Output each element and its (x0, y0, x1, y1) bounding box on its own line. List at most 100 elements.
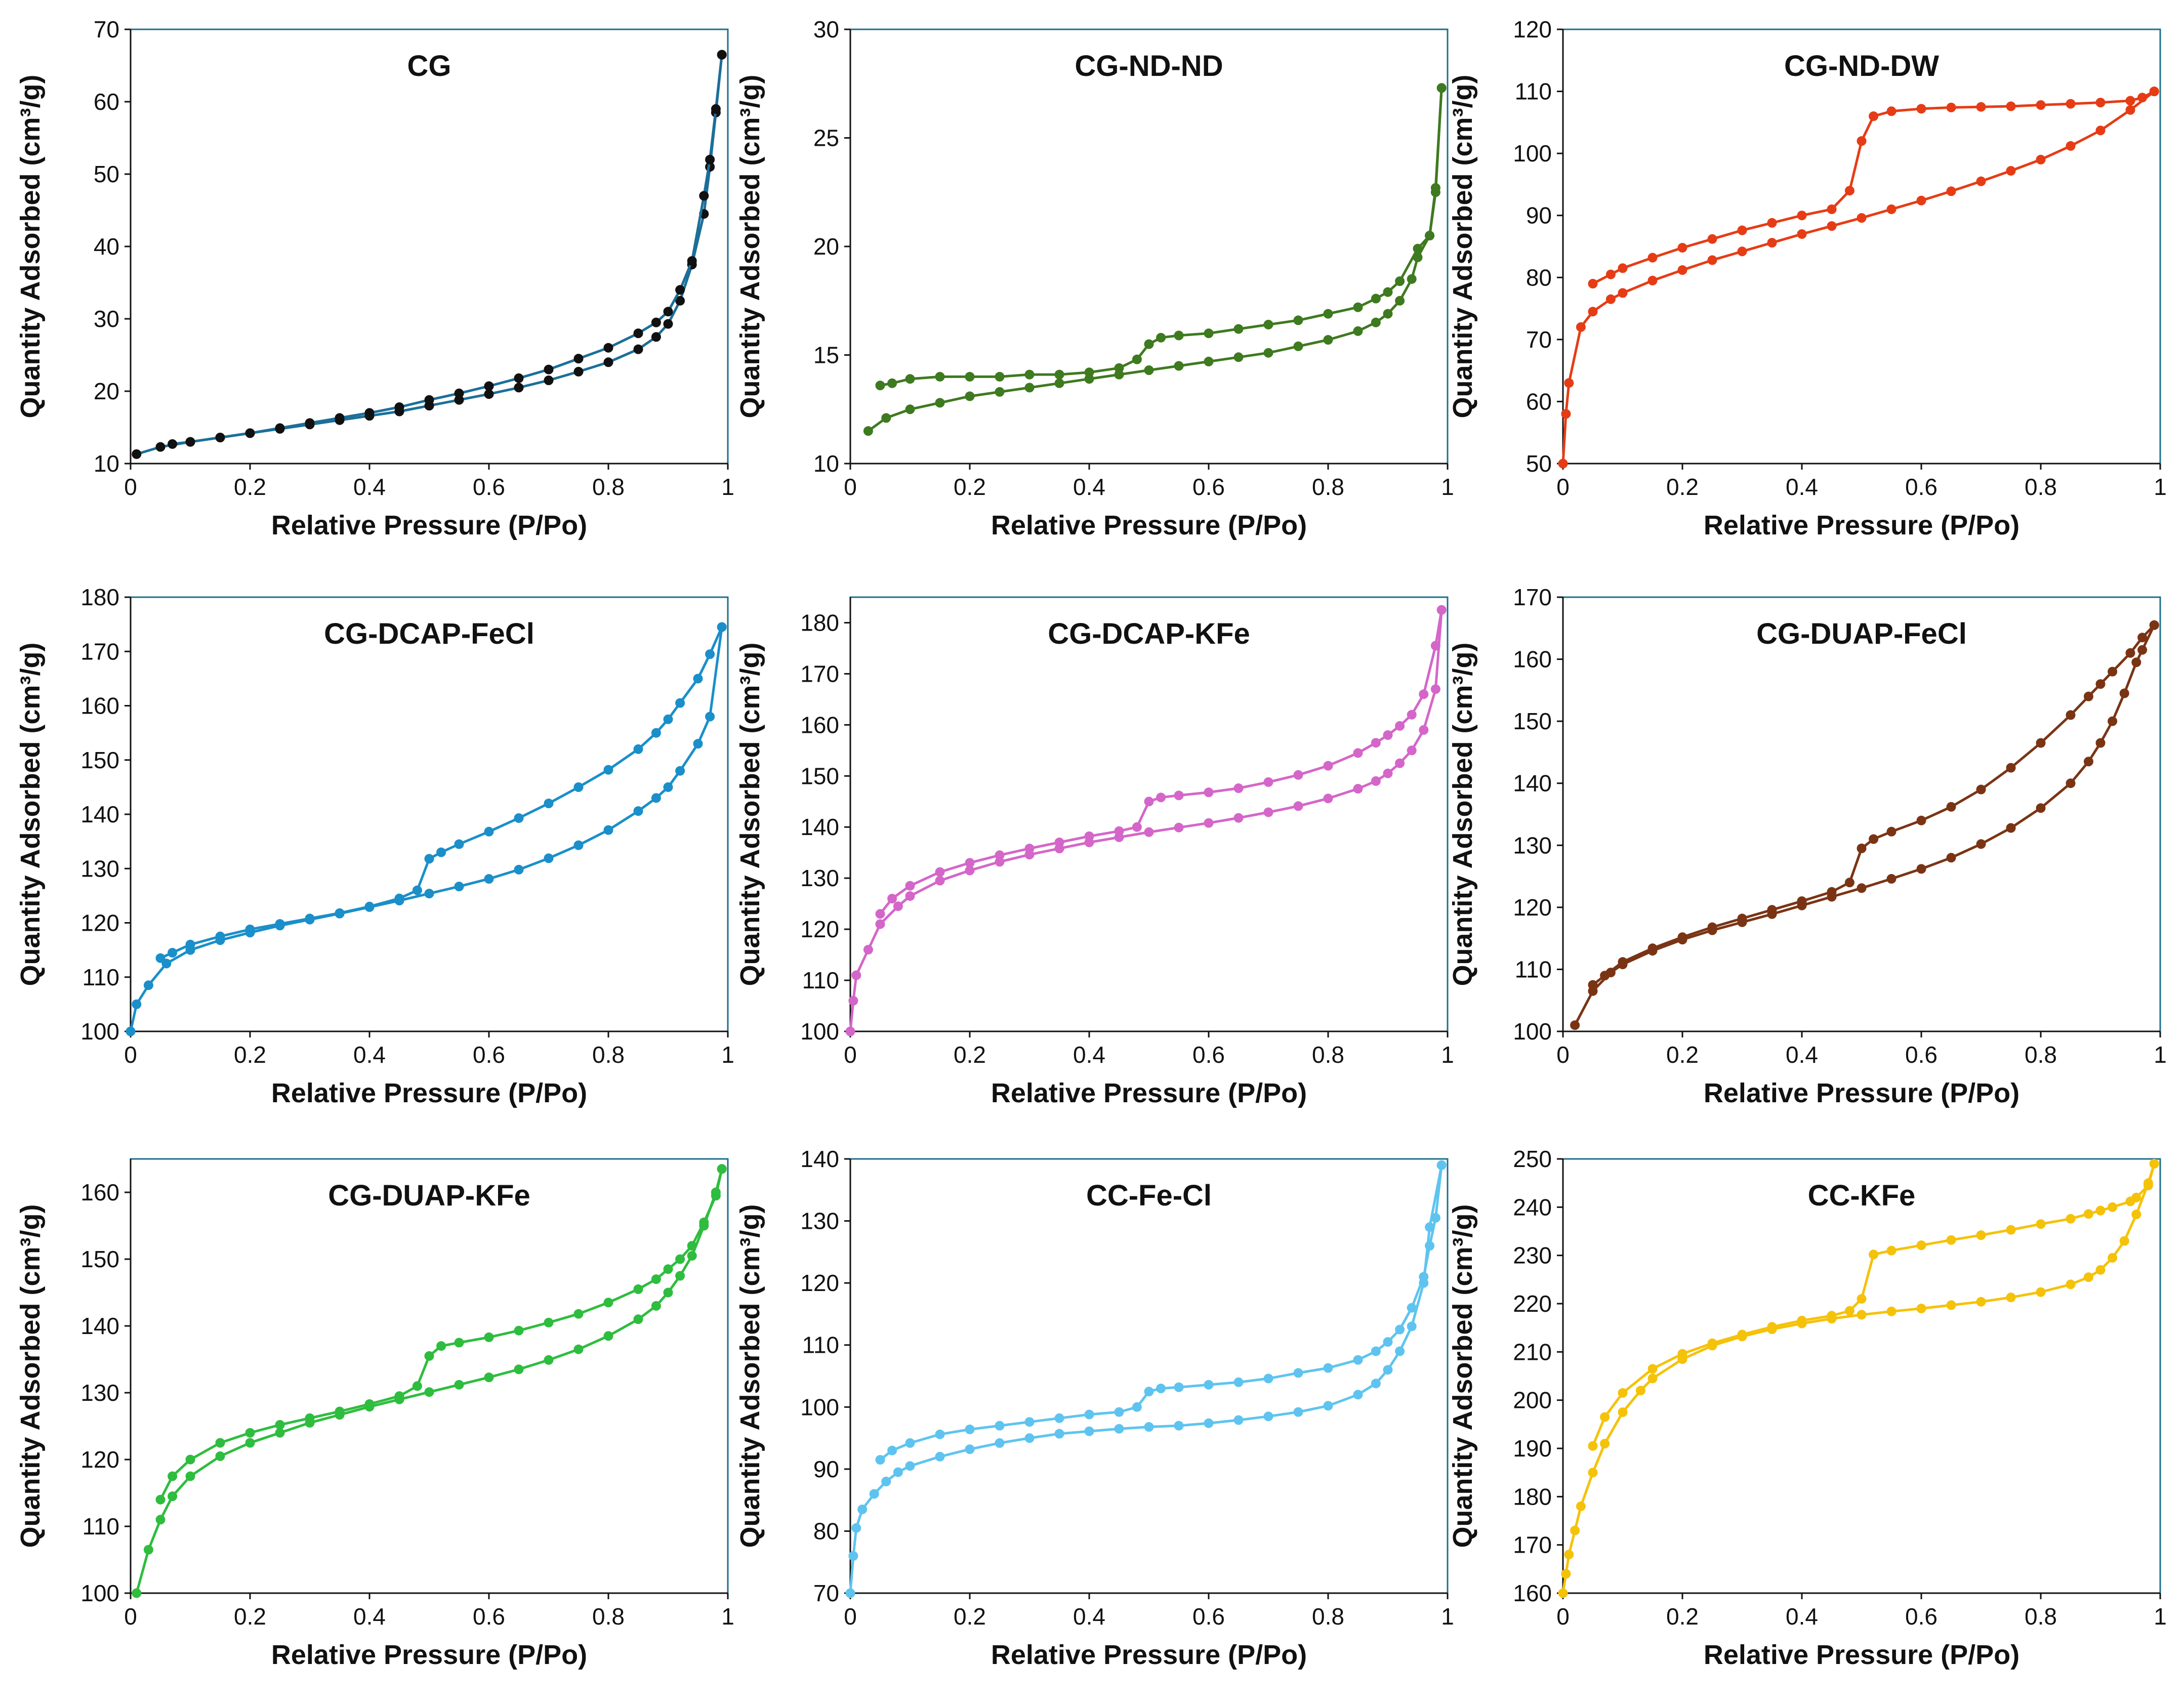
desorption-point (2006, 763, 2016, 773)
y-tick-label: 150 (1513, 708, 1552, 734)
adsorption-point (1564, 1550, 1574, 1560)
x-tick-label: 0.8 (592, 474, 625, 500)
desorption-point (514, 1325, 524, 1336)
adsorption-point (2006, 166, 2016, 176)
x-tick-label: 0.8 (592, 1603, 625, 1630)
x-tick-label: 0.8 (1312, 1042, 1344, 1068)
adsorption-point (155, 442, 166, 452)
chart-title: CG-DCAP-KFe (1048, 617, 1250, 650)
desorption-point (1084, 1409, 1094, 1420)
adsorption-point (881, 1476, 891, 1486)
desorption-point (2036, 100, 2046, 110)
adsorption-point (1383, 768, 1393, 778)
desorption-point (484, 381, 494, 391)
x-tick-label: 0.8 (1312, 1603, 1344, 1630)
desorption-point (2137, 93, 2148, 103)
adsorption-point (2108, 1253, 2118, 1263)
desorption-point (454, 388, 464, 398)
desorption-point (1263, 777, 1273, 787)
desorption-point (1976, 1230, 1986, 1240)
adsorption-point (132, 999, 142, 1009)
adsorption-point (1054, 1429, 1064, 1439)
y-tick-label: 150 (80, 747, 119, 773)
desorption-point (424, 1351, 434, 1361)
adsorption-point (1946, 186, 1956, 196)
adsorption-point (893, 901, 903, 911)
y-tick-label: 100 (800, 1394, 839, 1420)
y-tick-label: 130 (800, 865, 839, 891)
y-tick-label: 80 (1526, 264, 1552, 290)
x-tick-label: 0.6 (1192, 474, 1225, 500)
adsorption-point (1976, 839, 1986, 849)
x-tick-label: 0.2 (234, 1042, 266, 1068)
x-axis-label: Relative Pressure (P/Po) (991, 1078, 1307, 1108)
desorption-point (1419, 689, 1429, 699)
adsorption-point (1857, 213, 1867, 223)
y-tick-label: 110 (802, 967, 839, 993)
desorption-point (1371, 1346, 1381, 1356)
y-axis-label: Quantity Adsorbed (cm³/g) (15, 1204, 46, 1548)
panel-cg-nd-dw: 0 0.2 0.4 0.6 0.8 1 50 60 70 80 90 100 110 120 CG-ND-D… (1448, 16, 2167, 540)
y-tick-label: 180 (80, 584, 119, 610)
desorption-point (2066, 99, 2076, 109)
desorption-point (1844, 186, 1855, 196)
desorption-point (2108, 667, 2118, 677)
adsorption-point (1916, 1304, 1926, 1313)
adsorption-point (995, 1438, 1005, 1448)
adsorption-point (2066, 778, 2076, 788)
x-tick-label: 0 (844, 474, 857, 500)
desorption-point (1407, 1303, 1417, 1313)
desorption-point (155, 1494, 166, 1505)
desorption-point (1204, 787, 1214, 798)
desorption-point (603, 1298, 613, 1308)
adsorption-point (143, 1545, 153, 1555)
adsorption-line (135, 1169, 723, 1594)
desorption-point (1647, 1364, 1658, 1374)
adsorption-point (2125, 105, 2135, 115)
y-tick-label: 140 (800, 814, 839, 840)
x-tick-label: 1 (721, 1603, 734, 1630)
desorption-point (2143, 1180, 2153, 1190)
desorption-point (1293, 770, 1303, 780)
desorption-point (1383, 287, 1393, 297)
adsorption-point (185, 1471, 195, 1481)
desorption-point (965, 858, 975, 868)
y-tick-label: 10 (94, 450, 119, 477)
desorption-point (1430, 183, 1440, 193)
x-tick-label: 0 (1556, 1603, 1570, 1630)
desorption-point (1707, 922, 1717, 932)
desorption-point (935, 371, 945, 382)
desorption-point (1857, 1294, 1867, 1304)
adsorption-point (1677, 265, 1687, 275)
y-tick-label: 15 (813, 342, 839, 368)
adsorption-point (1293, 341, 1303, 351)
adsorption-point (2036, 1287, 2046, 1297)
adsorption-point (1707, 255, 1717, 265)
desorption-point (275, 423, 285, 433)
adsorption-point (1371, 1379, 1381, 1389)
x-tick-label: 0 (1556, 474, 1570, 500)
adsorption-point (848, 995, 858, 1006)
adsorption-point (1561, 409, 1571, 419)
x-tick-label: 0.2 (1666, 1042, 1699, 1068)
chart-title: CG-ND-ND (1075, 50, 1223, 82)
desorption-line (1592, 624, 2156, 986)
desorption-point (663, 714, 673, 724)
desorption-point (1144, 797, 1154, 807)
x-tick-label: 0 (124, 1603, 137, 1630)
plot-frame (849, 1158, 1449, 1594)
desorption-point (2149, 1159, 2159, 1169)
x-tick-label: 0.8 (2025, 474, 2057, 500)
y-tick-label: 120 (1513, 16, 1552, 43)
x-tick-label: 0.8 (1312, 474, 1344, 500)
y-axis-label: Quantity Adsorbed (cm³/g) (15, 642, 46, 986)
adsorption-point (2066, 141, 2076, 151)
desorption-point (633, 744, 643, 754)
y-tick-label: 170 (1513, 584, 1552, 610)
desorption-point (275, 919, 285, 929)
adsorption-point (1647, 275, 1658, 285)
desorption-point (1084, 831, 1094, 841)
desorption-point (215, 1438, 225, 1448)
desorption-point (573, 1309, 584, 1319)
